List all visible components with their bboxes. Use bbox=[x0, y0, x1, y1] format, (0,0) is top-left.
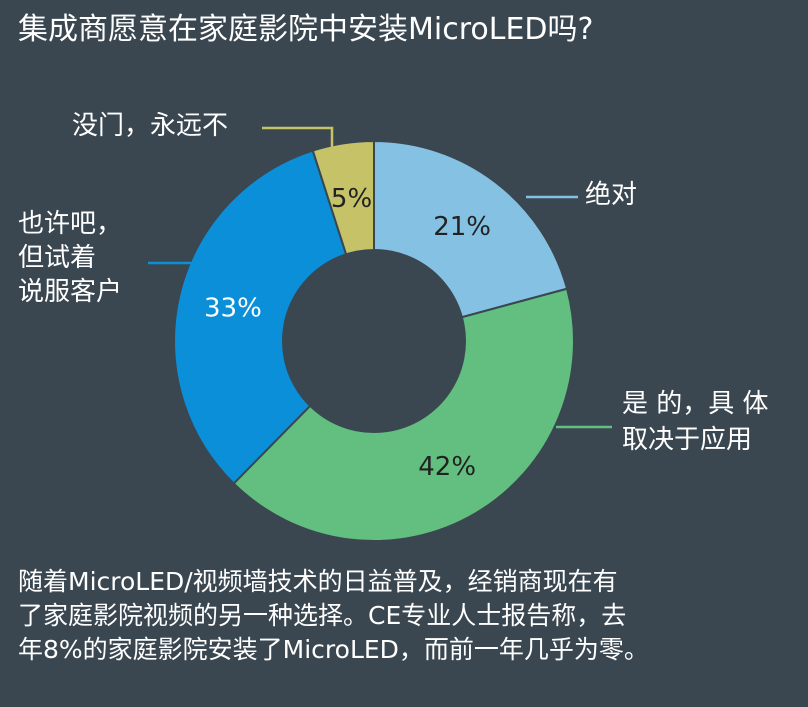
slice-category-label: 绝对 bbox=[585, 180, 637, 210]
slice-value-label: 5% bbox=[331, 184, 372, 214]
slice-category-label: 但试着 bbox=[18, 243, 96, 273]
slice-value-label: 33% bbox=[204, 293, 262, 323]
slice-value-label: 42% bbox=[418, 452, 476, 482]
slice-category-label: 取决于应用 bbox=[622, 425, 752, 455]
footnote: 随着MicroLED/视频墙技术的日益普及，经销商现在有 了家庭影院视频的另一种… bbox=[18, 565, 793, 667]
donut-hole bbox=[282, 249, 466, 433]
slice-category-label: 是 的，具 体 bbox=[622, 389, 769, 419]
footnote-line: 随着MicroLED/视频墙技术的日益普及，经销商现在有 bbox=[18, 567, 618, 596]
slice-category-label: 也许吧， bbox=[18, 209, 122, 239]
slice-category-label: 没门，永远不 bbox=[72, 111, 228, 141]
footnote-line: 了家庭影院视频的另一种选择。CE专业人士报告称，去 bbox=[18, 601, 627, 630]
leader-line bbox=[262, 126, 334, 150]
footnote-line: 年8%的家庭影院安装了MicroLED，而前一年几乎为零。 bbox=[18, 635, 649, 664]
slice-value-label: 21% bbox=[433, 212, 491, 242]
pie-slice bbox=[173, 149, 376, 485]
slice-category-label: 说服客户 bbox=[18, 277, 122, 307]
chart-title: 集成商愿意在家庭影院中安装MicroLED吗? bbox=[18, 12, 594, 47]
